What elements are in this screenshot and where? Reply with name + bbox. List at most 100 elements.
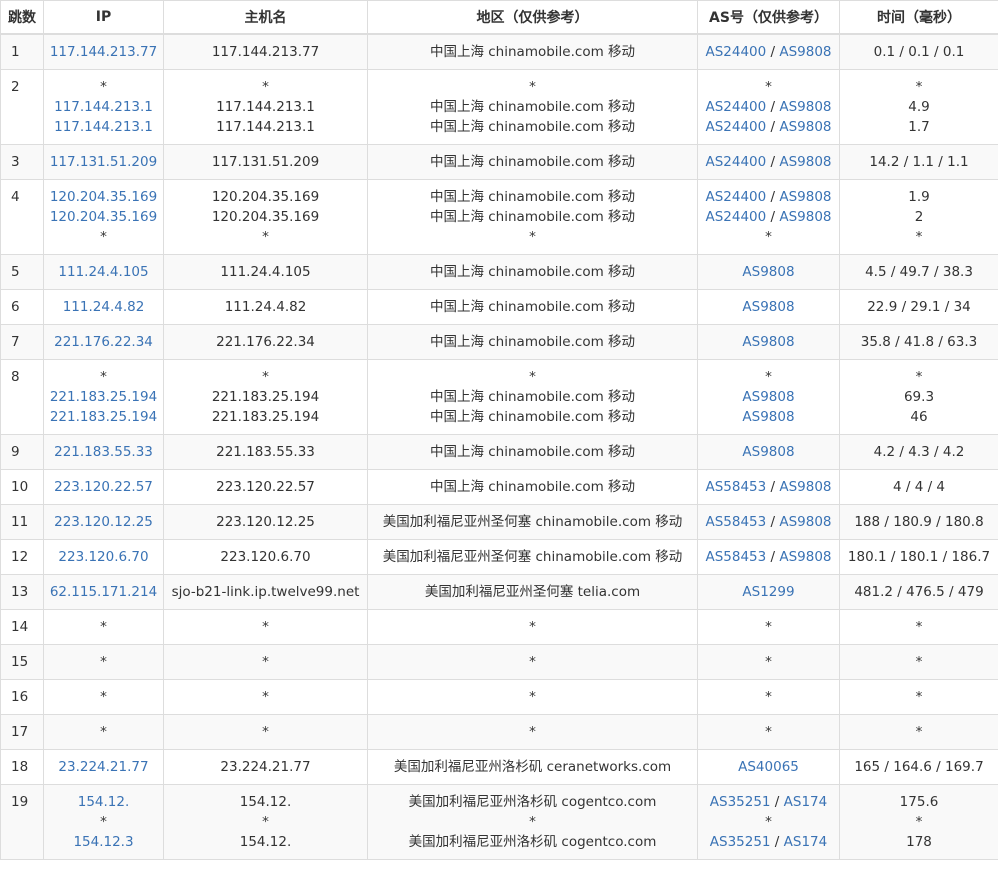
host-value: 117.144.213.1 — [216, 99, 315, 115]
hop-number: 14 — [0, 609, 44, 645]
as-link[interactable]: AS24400 — [705, 99, 767, 115]
time-value: 0.1 / 0.1 / 0.1 — [873, 44, 965, 60]
ip-value[interactable]: 221.183.25.194 — [49, 389, 158, 405]
as-link[interactable]: AS35251 — [709, 794, 771, 810]
as-link[interactable]: AS174 — [783, 834, 828, 850]
host-value: 111.24.4.82 — [224, 299, 307, 315]
as-link[interactable]: AS9808 — [742, 334, 795, 350]
as-value: AS24400 / AS9808 — [700, 187, 837, 207]
as-link[interactable]: AS9808 — [742, 389, 795, 405]
ip-value[interactable]: 221.176.22.34 — [54, 334, 153, 350]
ip-value[interactable]: 223.120.6.70 — [58, 549, 149, 565]
ip-value[interactable]: 117.144.213.1 — [54, 119, 153, 135]
as-value: AS24400 / AS9808 — [700, 152, 837, 172]
region-value: * — [529, 724, 536, 740]
as-cell: AS9808 — [697, 434, 840, 470]
ip-value[interactable]: 221.183.55.33 — [54, 444, 153, 460]
as-link[interactable]: AS174 — [783, 794, 828, 810]
as-cell: * — [697, 644, 840, 680]
ip-value[interactable]: 223.120.22.57 — [54, 479, 153, 495]
table-header-row: 跳数 IP 主机名 地区（仅供参考） AS号（仅供参考） 时间（毫秒） — [0, 0, 998, 35]
host-value: 117.144.213.1 — [216, 119, 315, 135]
as-link[interactable]: AS9808 — [779, 549, 832, 565]
host-value: 221.183.55.33 — [216, 444, 315, 460]
ip-value[interactable]: 120.204.35.169 — [49, 209, 158, 225]
as-link[interactable]: AS24400 — [705, 44, 767, 60]
as-link[interactable]: AS58453 — [705, 549, 767, 565]
time-value: * — [915, 229, 923, 245]
host-value: 117.131.51.209 — [211, 154, 320, 170]
as-link[interactable]: AS9808 — [779, 154, 832, 170]
host-value: 223.120.22.57 — [216, 479, 315, 495]
as-value: AS35251 / AS174 — [700, 792, 837, 812]
host-cell: 117.131.51.209 — [163, 144, 368, 180]
host-value: * — [262, 79, 269, 95]
as-cell: * — [697, 714, 840, 750]
as-link[interactable]: AS24400 — [705, 119, 767, 135]
hop-number: 8 — [0, 359, 44, 435]
as-link[interactable]: AS24400 — [705, 189, 767, 205]
hop-number: 12 — [0, 539, 44, 575]
as-value: * — [765, 229, 772, 245]
time-value: 35.8 / 41.8 / 63.3 — [860, 334, 978, 350]
ip-value[interactable]: 111.24.4.82 — [62, 299, 145, 315]
as-link[interactable]: AS9808 — [779, 99, 832, 115]
region-value: 美国加利福尼亚州圣何塞 chinamobile.com 移动 — [382, 549, 683, 565]
as-link[interactable]: AS40065 — [738, 759, 799, 775]
as-link[interactable]: AS58453 — [705, 514, 767, 530]
ip-value[interactable]: 117.144.213.1 — [54, 99, 153, 115]
time-cell: 0.1 / 0.1 / 0.1 — [839, 33, 998, 70]
ip-value[interactable]: 117.131.51.209 — [49, 154, 158, 170]
ip-value[interactable]: 23.224.21.77 — [58, 759, 149, 775]
as-cell: AS9808 — [697, 324, 840, 360]
as-cell: * AS9808 AS9808 — [697, 359, 840, 435]
ip-cell: 154.12. * 154.12.3 — [43, 784, 164, 860]
table-row: 6 111.24.4.82 111.24.4.82 中国上海 chinamobile.… — [0, 289, 998, 325]
ip-value[interactable]: 154.12.3 — [73, 834, 134, 850]
as-link[interactable]: AS9808 — [779, 479, 832, 495]
time-cell: * — [839, 679, 998, 715]
as-link[interactable]: AS58453 — [705, 479, 767, 495]
hop-number: 4 — [0, 179, 44, 255]
as-link[interactable]: AS9808 — [779, 119, 832, 135]
as-link[interactable]: AS9808 — [779, 209, 832, 225]
host-value: 221.176.22.34 — [216, 334, 315, 350]
ip-value[interactable]: 117.144.213.77 — [49, 44, 158, 60]
as-link[interactable]: AS24400 — [705, 154, 767, 170]
as-link[interactable]: AS9808 — [742, 409, 795, 425]
as-value: AS9808 — [700, 387, 837, 407]
as-link[interactable]: AS35251 — [709, 834, 771, 850]
ip-value[interactable]: 120.204.35.169 — [49, 189, 158, 205]
as-cell: * AS24400 / AS9808 AS24400 / AS9808 — [697, 69, 840, 145]
time-value: 4.9 — [908, 99, 930, 115]
region-cell: 美国加利福尼亚州圣何塞 telia.com — [367, 574, 698, 610]
as-link[interactable]: AS9808 — [779, 189, 832, 205]
as-link[interactable]: AS1299 — [742, 584, 795, 600]
as-link[interactable]: AS9808 — [779, 44, 832, 60]
as-link[interactable]: AS9808 — [742, 444, 795, 460]
host-value: 111.24.4.105 — [220, 264, 311, 280]
ip-value[interactable]: 154.12. — [77, 794, 130, 810]
as-link[interactable]: AS9808 — [779, 514, 832, 530]
as-link[interactable]: AS9808 — [742, 264, 795, 280]
ip-value[interactable]: 62.115.171.214 — [49, 584, 158, 600]
as-link[interactable]: AS9808 — [742, 299, 795, 315]
time-cell: * — [839, 609, 998, 645]
ip-value[interactable]: 221.183.25.194 — [49, 409, 158, 425]
region-cell: 中国上海 chinamobile.com 移动 中国上海 chinamobile.… — [367, 179, 698, 255]
as-link[interactable]: AS24400 — [705, 209, 767, 225]
table-row: 13 62.115.171.214 sjo-b21-link.ip.twelve99… — [0, 574, 998, 610]
ip-value[interactable]: 111.24.4.105 — [58, 264, 149, 280]
as-separator: / — [770, 794, 784, 810]
region-cell: * — [367, 609, 698, 645]
as-cell: AS24400 / AS9808 — [697, 33, 840, 70]
as-value: * — [765, 724, 772, 740]
table-row: 18 23.224.21.77 23.224.21.77 美国加利福尼亚州洛杉矶 ce… — [0, 749, 998, 785]
time-value: 188 / 180.9 / 180.8 — [854, 514, 984, 530]
ip-cell: 117.131.51.209 — [43, 144, 164, 180]
ip-cell: 221.176.22.34 — [43, 324, 164, 360]
as-value: AS9808 — [700, 407, 837, 427]
host-cell: 23.224.21.77 — [163, 749, 368, 785]
time-value: 4.2 / 4.3 / 4.2 — [873, 444, 965, 460]
ip-value[interactable]: 223.120.12.25 — [54, 514, 153, 530]
